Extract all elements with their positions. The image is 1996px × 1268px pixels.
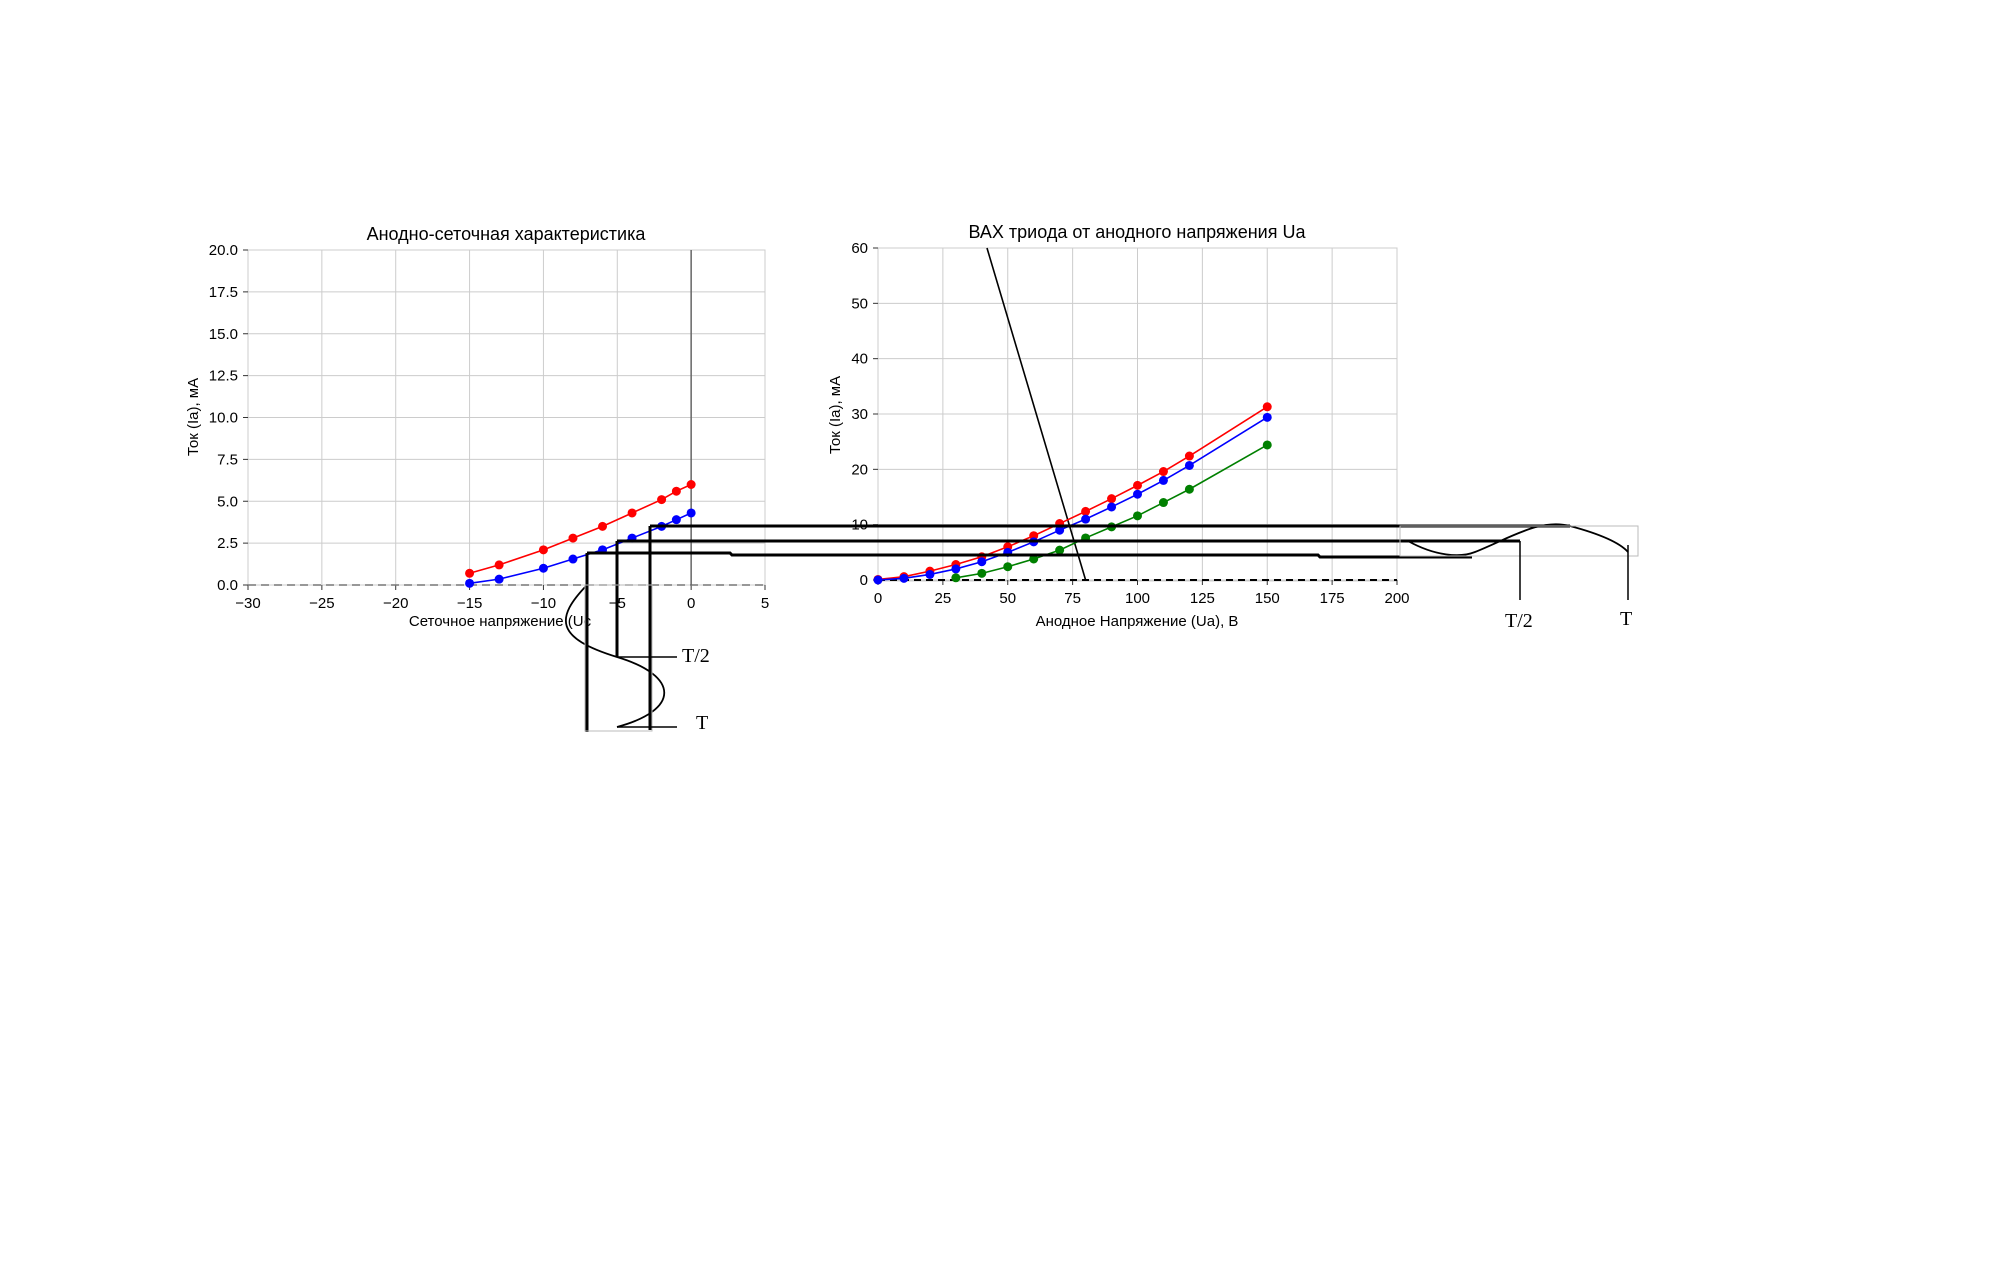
y-tick-label: 50: [851, 295, 868, 312]
data-point: [1184, 460, 1194, 470]
data-point: [465, 578, 475, 588]
data-point: [1158, 475, 1168, 485]
data-point: [1055, 525, 1065, 535]
data-point: [1055, 545, 1065, 555]
data-point: [1262, 440, 1272, 450]
right-half-period-label: T/2: [1505, 610, 1533, 632]
data-point: [686, 508, 696, 518]
x-tick-label: 0: [874, 590, 882, 607]
data-point: [686, 480, 696, 489]
x-tick-label: 5: [761, 595, 769, 612]
data-point: [899, 573, 909, 583]
data-point: [671, 486, 681, 496]
data-point: [538, 563, 548, 573]
right-period-label: T: [1620, 608, 1632, 630]
x-tick-label: 150: [1255, 590, 1280, 607]
data-point: [568, 533, 578, 543]
left-chart-title: Анодно-сеточная характеристика: [367, 224, 647, 244]
y-tick-label: 40: [851, 351, 868, 368]
y-tick-label: 20.0: [209, 242, 238, 259]
y-tick-label: 10.0: [209, 410, 238, 427]
x-tick-label: 200: [1384, 590, 1409, 607]
left-y-ticks: 0.0 2.5 5.0 7.5 10.0 12.5 15.0 17.5 20.0: [209, 242, 248, 594]
x-tick-label: −25: [309, 595, 334, 612]
y-tick-label: 5.0: [217, 493, 238, 510]
right-sine-wave: [1407, 523, 1629, 557]
data-point: [1107, 494, 1117, 504]
data-point: [951, 564, 961, 574]
data-point: [1107, 502, 1117, 512]
left-grid: [247, 249, 766, 586]
left-y-axis-label: Ток (Ia), мА: [185, 378, 202, 456]
data-point: [465, 568, 475, 578]
left-wave-box: [584, 584, 653, 732]
right-x-axis-label: Анодное Напряжение (Ua), В: [1036, 613, 1239, 630]
data-point: [1133, 480, 1142, 490]
x-tick-label: −30: [235, 595, 260, 612]
x-tick-label: −15: [457, 595, 482, 612]
data-point: [977, 557, 987, 567]
x-tick-label: 100: [1125, 590, 1150, 607]
y-tick-label: 7.5: [217, 451, 238, 468]
data-point: [1184, 451, 1194, 461]
data-point: [494, 560, 504, 570]
data-point: [1081, 506, 1091, 516]
data-point: [1081, 514, 1091, 524]
data-point: [1262, 412, 1272, 422]
x-tick-label: 125: [1190, 590, 1215, 607]
y-tick-label: 20: [851, 461, 868, 478]
series-line: [469, 512, 692, 585]
left-series: [465, 480, 696, 588]
data-point: [598, 521, 608, 531]
y-tick-label: 30: [851, 406, 868, 423]
right-grid: [877, 247, 1398, 581]
data-point: [951, 573, 961, 583]
left-period-label: T: [696, 712, 708, 734]
y-tick-label: 60: [851, 240, 868, 257]
x-tick-label: 175: [1320, 590, 1345, 607]
x-tick-label: −10: [531, 595, 556, 612]
right-wave-box: [1399, 525, 1639, 557]
data-point: [925, 569, 935, 579]
data-point: [1158, 467, 1168, 477]
data-point: [1133, 511, 1142, 521]
right-y-axis-label: Ток (Ia), мА: [827, 376, 844, 454]
x-tick-label: 75: [1064, 590, 1081, 607]
left-x-ticks: −30 −25 −20 −15 −10 −5 0 5: [235, 585, 769, 612]
data-point: [1029, 554, 1039, 564]
x-tick-label: −20: [383, 595, 408, 612]
data-point: [873, 575, 883, 585]
y-tick-label: 2.5: [217, 535, 238, 552]
x-tick-label: 0: [687, 595, 695, 612]
right-x-ticks: 0 25 50 75 100 125 150 175 200: [874, 580, 1410, 607]
data-point: [494, 574, 504, 584]
y-tick-label: 0.0: [217, 577, 238, 594]
data-point: [671, 515, 681, 525]
y-tick-label: 12.5: [209, 368, 238, 385]
y-tick-label: 15.0: [209, 326, 238, 343]
data-point: [1184, 484, 1194, 494]
x-tick-label: 50: [999, 590, 1016, 607]
y-tick-label: 0: [860, 572, 868, 589]
waveform-overlay: [564, 523, 1639, 732]
data-point: [1133, 489, 1142, 499]
data-point: [538, 545, 548, 555]
x-tick-label: 25: [935, 590, 952, 607]
grid-current-chart: −30 −25 −20 −15 −10 −5 0 5 0.02.55.07.510.012.5…: [185, 224, 769, 630]
data-point: [1003, 562, 1013, 572]
left-half-period-label: T/2: [682, 645, 710, 667]
data-point: [568, 554, 578, 564]
right-chart-title: ВАХ триода от анодного напряжения Ua: [969, 222, 1307, 242]
projection-line-bottom: [587, 551, 1472, 559]
left-x-axis-label: Сеточное напряжение (Uc: [409, 613, 592, 630]
y-tick-label: 17.5: [209, 284, 238, 301]
data-point: [1262, 402, 1272, 412]
data-point: [977, 568, 987, 578]
data-point: [657, 495, 667, 505]
data-point: [1158, 498, 1168, 508]
data-point: [627, 508, 637, 518]
